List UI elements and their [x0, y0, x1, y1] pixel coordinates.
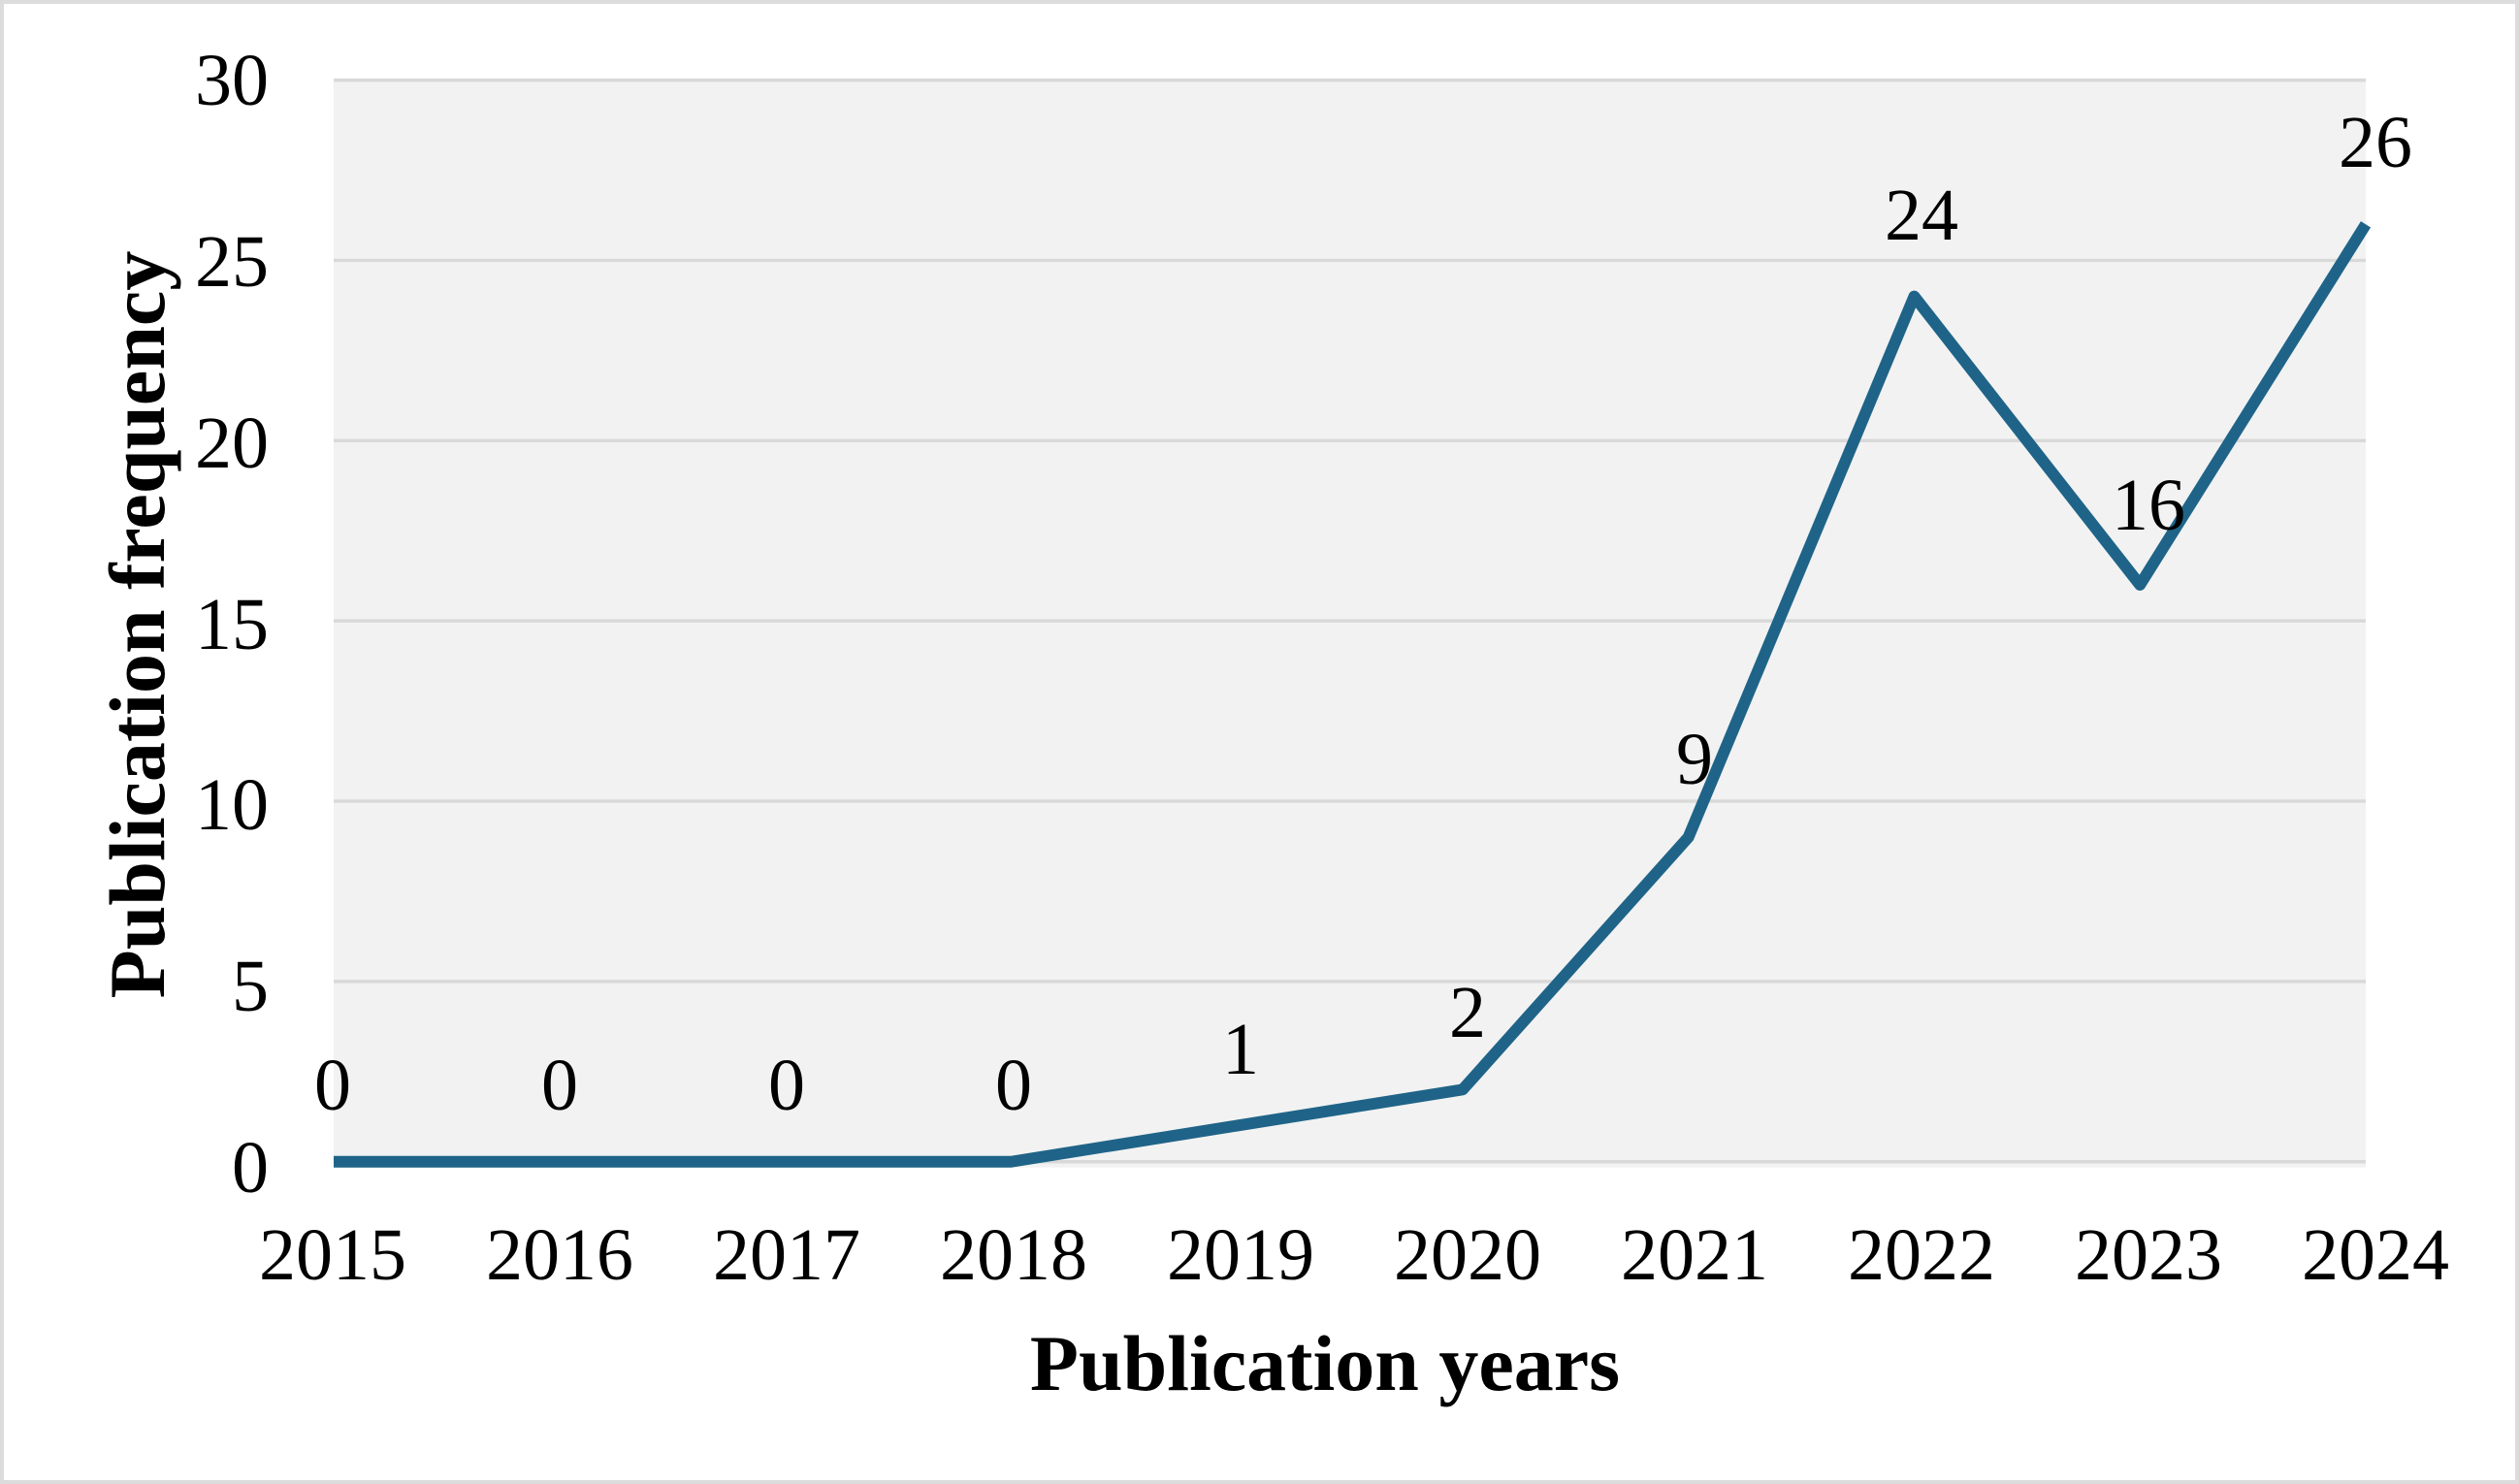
data-label-2018: 0: [995, 1045, 1032, 1126]
y-tick-label-20: 20: [195, 402, 269, 484]
y-tick-label-15: 15: [195, 583, 269, 665]
data-label-2021: 9: [1676, 718, 1713, 800]
y-tick-label-5: 5: [232, 946, 269, 1028]
x-tick-label-2023: 2023: [2075, 1214, 2222, 1296]
data-label-2017: 0: [768, 1045, 805, 1126]
x-tick-label-2017: 2017: [713, 1214, 860, 1296]
y-tick-label-10: 10: [195, 764, 269, 847]
x-tick-label-2022: 2022: [1848, 1214, 1995, 1296]
x-tick-label-2024: 2024: [2302, 1214, 2449, 1296]
data-label-2019: 1: [1222, 1008, 1259, 1090]
line-chart-canvas: [334, 78, 2372, 1168]
data-label-2015: 0: [314, 1045, 351, 1126]
data-label-2022: 24: [1885, 175, 1958, 257]
data-label-2016: 0: [541, 1045, 578, 1126]
x-tick-label-2020: 2020: [1394, 1214, 1541, 1296]
y-tick-label-0: 0: [232, 1127, 269, 1209]
y-tick-label-30: 30: [195, 40, 269, 121]
x-tick-label-2021: 2021: [1621, 1214, 1768, 1296]
data-label-2024: 26: [2339, 102, 2412, 184]
x-tick-label-2018: 2018: [940, 1214, 1087, 1296]
x-axis-title: Publication years: [1029, 1319, 1621, 1407]
x-tick-label-2016: 2016: [486, 1214, 633, 1296]
series-line-publications: [334, 221, 2372, 1168]
y-tick-label-25: 25: [195, 220, 269, 303]
data-label-2023: 16: [2112, 465, 2185, 547]
x-tick-label-2019: 2019: [1167, 1214, 1314, 1296]
data-label-2020: 2: [1449, 972, 1486, 1054]
x-tick-label-2015: 2015: [259, 1214, 406, 1296]
